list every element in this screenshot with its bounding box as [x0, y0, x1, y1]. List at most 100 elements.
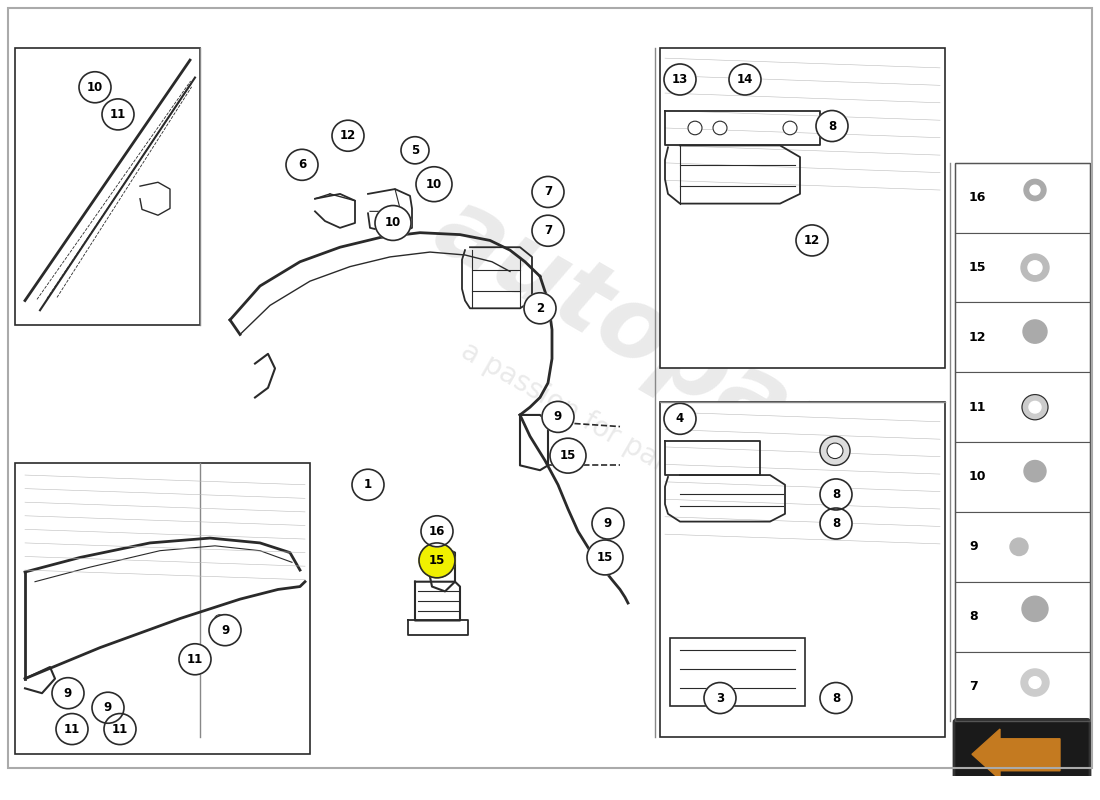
Text: 15: 15: [429, 554, 446, 567]
Circle shape: [1028, 677, 1041, 688]
Circle shape: [332, 120, 364, 151]
FancyBboxPatch shape: [955, 233, 1090, 302]
Text: 4: 4: [675, 412, 684, 426]
Circle shape: [419, 543, 455, 578]
Circle shape: [713, 121, 727, 134]
Circle shape: [729, 64, 761, 95]
Circle shape: [664, 64, 696, 95]
Text: 11: 11: [112, 722, 128, 735]
Circle shape: [820, 508, 852, 539]
Text: 8: 8: [969, 610, 978, 623]
Text: 15: 15: [969, 261, 987, 274]
Circle shape: [688, 121, 702, 134]
Text: 10: 10: [87, 81, 103, 94]
Text: 7: 7: [969, 680, 978, 693]
Circle shape: [542, 402, 574, 432]
FancyBboxPatch shape: [955, 163, 1090, 233]
Circle shape: [1021, 669, 1049, 696]
Circle shape: [102, 99, 134, 130]
Circle shape: [229, 624, 241, 636]
Text: 9: 9: [103, 702, 112, 714]
Circle shape: [664, 403, 696, 434]
Circle shape: [820, 682, 852, 714]
Circle shape: [214, 614, 225, 626]
Circle shape: [1022, 394, 1048, 420]
Circle shape: [1024, 179, 1046, 201]
Text: 821 01: 821 01: [990, 786, 1054, 800]
Text: 9: 9: [64, 686, 73, 700]
FancyBboxPatch shape: [670, 638, 805, 706]
Circle shape: [1028, 402, 1041, 413]
Circle shape: [104, 714, 136, 745]
Circle shape: [820, 436, 850, 466]
Text: 1: 1: [364, 478, 372, 491]
Text: 8: 8: [832, 691, 840, 705]
Circle shape: [79, 72, 111, 102]
Circle shape: [52, 678, 84, 709]
Text: 3: 3: [716, 691, 724, 705]
Text: 12: 12: [340, 130, 356, 142]
Text: 8: 8: [832, 517, 840, 530]
Circle shape: [1022, 596, 1048, 622]
Circle shape: [286, 150, 318, 180]
FancyBboxPatch shape: [15, 463, 310, 754]
Circle shape: [796, 225, 828, 256]
Text: a passion for parts since¹85: a passion for parts since¹85: [455, 338, 804, 554]
Text: 7: 7: [543, 224, 552, 238]
Text: 14: 14: [737, 73, 754, 86]
Polygon shape: [972, 729, 1060, 779]
Text: 8: 8: [832, 488, 840, 501]
FancyBboxPatch shape: [660, 402, 945, 737]
Circle shape: [532, 215, 564, 246]
Text: 10: 10: [385, 217, 402, 230]
Text: 10: 10: [969, 470, 987, 483]
Circle shape: [209, 614, 241, 646]
Text: 9: 9: [969, 540, 978, 554]
Text: 10: 10: [426, 178, 442, 190]
Text: 16: 16: [429, 525, 446, 538]
Text: 12: 12: [969, 331, 987, 344]
Circle shape: [92, 692, 124, 723]
Text: 2: 2: [536, 302, 544, 315]
Circle shape: [704, 682, 736, 714]
Text: 8: 8: [828, 119, 836, 133]
Circle shape: [1010, 538, 1028, 555]
FancyBboxPatch shape: [955, 372, 1090, 442]
Text: 9: 9: [604, 517, 612, 530]
Text: 15: 15: [597, 551, 613, 564]
Circle shape: [592, 508, 624, 539]
Text: 11: 11: [969, 401, 987, 414]
Text: 12: 12: [804, 234, 821, 247]
Text: 7: 7: [543, 186, 552, 198]
Text: 9: 9: [554, 410, 562, 423]
Circle shape: [827, 443, 843, 458]
Text: 5: 5: [411, 144, 419, 157]
Circle shape: [56, 714, 88, 745]
Circle shape: [179, 644, 211, 674]
FancyBboxPatch shape: [955, 512, 1090, 582]
FancyBboxPatch shape: [955, 442, 1090, 512]
Circle shape: [550, 438, 586, 473]
Text: autoparts: autoparts: [417, 179, 943, 538]
FancyBboxPatch shape: [954, 719, 1090, 800]
Circle shape: [1024, 461, 1046, 482]
Circle shape: [421, 516, 453, 546]
Circle shape: [1023, 320, 1047, 343]
Circle shape: [783, 121, 798, 134]
Text: 9: 9: [221, 624, 229, 637]
Circle shape: [524, 293, 556, 324]
Text: 6: 6: [298, 158, 306, 171]
Circle shape: [587, 540, 623, 575]
FancyBboxPatch shape: [660, 49, 945, 369]
Circle shape: [532, 177, 564, 207]
FancyBboxPatch shape: [955, 302, 1090, 372]
Circle shape: [1021, 254, 1049, 281]
Text: 11: 11: [187, 653, 204, 666]
Circle shape: [1030, 185, 1040, 195]
Text: 11: 11: [64, 722, 80, 735]
Circle shape: [352, 470, 384, 500]
Circle shape: [402, 137, 429, 164]
Text: 11: 11: [110, 108, 126, 121]
Text: 15: 15: [560, 449, 576, 462]
Circle shape: [375, 206, 411, 241]
